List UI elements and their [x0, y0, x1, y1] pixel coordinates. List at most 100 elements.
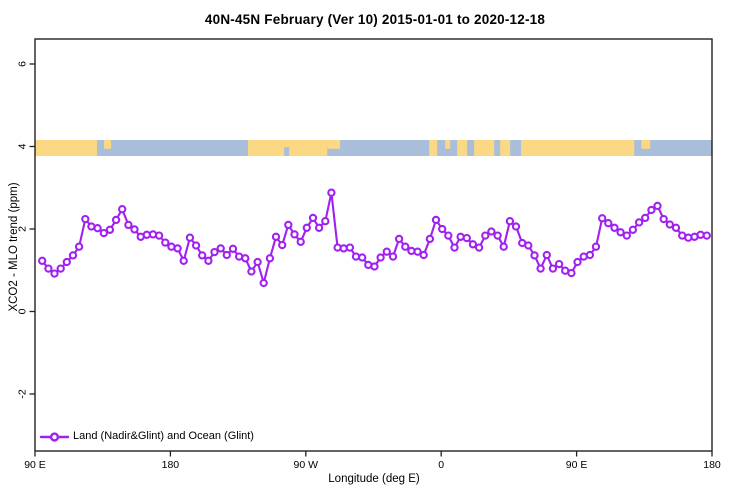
series-marker — [154, 231, 164, 240]
series-marker — [622, 231, 631, 240]
x-tick-label: 180 — [162, 459, 180, 471]
series-marker — [253, 257, 262, 267]
series-marker — [536, 264, 545, 273]
series-marker — [468, 240, 478, 249]
series-marker — [641, 213, 650, 223]
series-marker — [81, 214, 90, 224]
series-marker — [499, 242, 508, 251]
series-marker — [118, 205, 127, 214]
map-band-land-segment — [521, 140, 635, 156]
series-marker — [487, 227, 496, 236]
series-marker — [222, 250, 231, 260]
series-marker — [438, 224, 447, 234]
series-marker — [665, 220, 674, 229]
map-band-ocean-segment — [284, 147, 290, 156]
series-marker — [290, 230, 299, 239]
legend: Land (Nadir&Glint) and Ocean (Glint) — [73, 430, 254, 443]
series-marker — [401, 242, 410, 251]
y-tick-label: -2 — [17, 389, 29, 398]
series-marker — [302, 223, 311, 232]
series-marker — [548, 264, 558, 273]
map-band-land-segment — [327, 140, 341, 149]
series-marker — [431, 215, 441, 225]
series-marker — [413, 247, 422, 256]
series-marker — [554, 259, 564, 269]
x-tick-label: 90 E — [24, 459, 46, 471]
series-marker — [204, 256, 213, 265]
series-marker — [111, 215, 121, 225]
series-marker — [616, 228, 625, 237]
series-marker — [68, 251, 78, 260]
series-marker — [634, 218, 644, 227]
series-marker — [511, 222, 521, 231]
series-marker — [99, 228, 108, 238]
series-marker — [216, 244, 225, 253]
series-marker — [444, 231, 453, 240]
series-marker — [394, 234, 404, 244]
y-tick-label: 6 — [17, 61, 29, 67]
y-tick-label: 4 — [17, 143, 29, 149]
series-marker — [671, 223, 681, 232]
series-marker — [284, 220, 293, 230]
series-marker — [161, 238, 170, 247]
y-tick-label: 0 — [17, 308, 29, 314]
series-marker — [567, 268, 576, 278]
series-marker — [610, 223, 619, 232]
series-marker — [271, 232, 281, 241]
series-marker — [321, 217, 330, 226]
series-marker — [105, 225, 115, 234]
series-marker — [210, 247, 219, 257]
x-tick-label: 0 — [438, 459, 444, 471]
series-marker — [124, 220, 133, 230]
series-marker — [198, 251, 207, 260]
series-marker — [591, 242, 601, 251]
series-marker — [62, 257, 71, 267]
series-marker — [505, 217, 515, 226]
series-marker — [474, 243, 484, 252]
series-marker — [247, 267, 256, 276]
map-band-land-segment — [641, 140, 651, 149]
series-marker — [388, 252, 398, 261]
series-marker — [50, 269, 59, 278]
series-marker — [702, 231, 711, 240]
series-marker — [38, 256, 47, 265]
series-marker — [185, 233, 195, 242]
x-tick-label: 90 W — [294, 459, 319, 471]
series-marker — [604, 219, 613, 228]
series-marker — [524, 241, 533, 250]
chart-title: 40N-45N February (Ver 10) 2015-01-01 to … — [204, 12, 546, 27]
series-marker — [179, 256, 188, 265]
map-band-land-segment — [457, 140, 468, 156]
map-band-land-segment — [445, 140, 451, 149]
series-marker — [44, 264, 53, 273]
series-marker — [241, 254, 250, 263]
series-marker — [628, 225, 638, 234]
map-band-land-segment — [35, 140, 97, 156]
series-marker — [653, 201, 662, 211]
series-marker — [74, 242, 84, 251]
series-marker — [278, 240, 287, 250]
series-marker — [462, 233, 471, 243]
map-band-land-segment — [474, 140, 495, 156]
series-marker — [130, 225, 139, 234]
series-marker — [573, 257, 582, 267]
series-marker — [530, 251, 539, 260]
series-marker — [314, 223, 324, 232]
series-marker — [265, 254, 275, 263]
x-tick-label: 90 E — [566, 459, 588, 471]
series-marker — [259, 278, 268, 288]
series-marker — [419, 250, 428, 260]
series-marker — [93, 224, 102, 233]
series-marker — [481, 231, 490, 240]
series-marker — [173, 244, 182, 253]
series-marker — [358, 253, 367, 262]
series-marker — [345, 243, 355, 252]
legend-label: Land (Nadir&Glint) and Ocean (Glint) — [73, 430, 254, 442]
series-marker — [296, 237, 305, 246]
series-marker — [382, 247, 391, 256]
series-marker — [542, 250, 551, 260]
series-marker — [450, 243, 459, 252]
legend-circle-icon — [49, 432, 60, 442]
